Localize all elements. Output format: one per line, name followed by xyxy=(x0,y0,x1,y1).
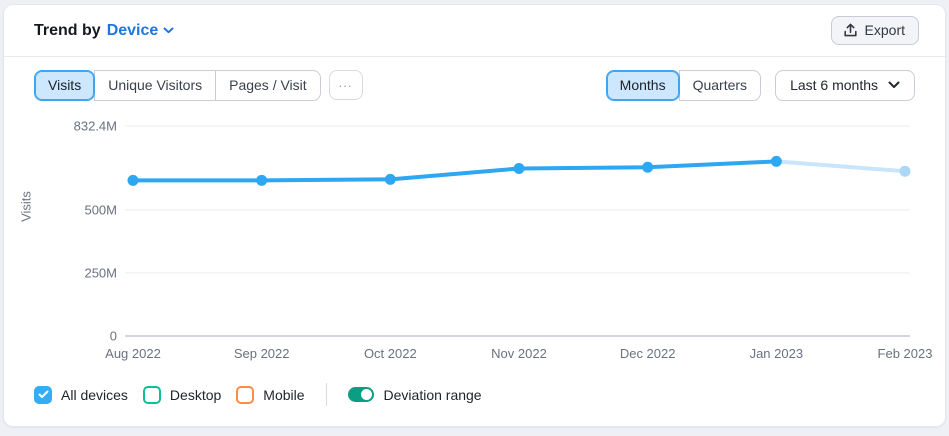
device-selector-button[interactable]: Device xyxy=(107,22,175,40)
device-selector-label: Device xyxy=(106,21,159,39)
y-tick-label: 500M xyxy=(84,202,117,217)
data-point xyxy=(256,174,268,186)
trend-line-partial xyxy=(774,159,907,174)
checkbox-checked-icon xyxy=(34,385,52,404)
legend-label: Desktop xyxy=(169,386,222,403)
legend-checkbox-desktop[interactable]: Desktop xyxy=(142,385,222,404)
tab-quarters[interactable]: Quarters xyxy=(678,70,762,101)
y-tick-label: 250M xyxy=(84,265,117,280)
deviation-range-toggle[interactable]: Deviation range xyxy=(347,386,482,403)
x-tick-label: Oct 2022 xyxy=(364,346,417,361)
export-icon xyxy=(843,23,857,36)
tab-visits[interactable]: Visits xyxy=(34,70,96,101)
x-tick-label: Feb 2023 xyxy=(878,346,933,361)
toggle-knob xyxy=(360,389,372,400)
chart-legend: All devices Desktop Mobile Deviation ran… xyxy=(4,369,945,406)
x-tick-label: Aug 2022 xyxy=(105,346,161,361)
legend-checkbox-all-devices[interactable]: All devices xyxy=(34,385,128,404)
data-point xyxy=(384,173,396,185)
data-point-partial xyxy=(899,165,911,177)
data-point xyxy=(642,161,654,173)
x-tick-label: Jan 2023 xyxy=(750,346,804,361)
date-range-select[interactable]: Last 6 months xyxy=(775,70,915,101)
data-point xyxy=(513,162,525,174)
panel-header: Trend by Device Export xyxy=(4,5,945,57)
toggle-label: Deviation range xyxy=(383,386,482,403)
chevron-down-icon xyxy=(163,27,174,34)
export-button[interactable]: Export xyxy=(830,16,919,45)
metric-tabs: Visits Unique Visitors Pages / Visit xyxy=(34,70,321,101)
tab-unique-visitors[interactable]: Unique Visitors xyxy=(94,70,217,101)
y-tick-label: 0 xyxy=(110,329,117,344)
legend-divider xyxy=(325,383,327,406)
trend-line-chart[interactable]: 832.4M 500M 250M 0 Aug 2022 Sep 2022 Oct 2022 N… xyxy=(34,115,940,369)
y-axis-title: Visits xyxy=(18,191,34,222)
panel-title: Trend by Device xyxy=(34,22,174,40)
data-point xyxy=(770,155,782,167)
toggle-on-icon xyxy=(347,387,374,402)
title-prefix: Trend by xyxy=(34,21,101,39)
export-label: Export xyxy=(864,22,905,38)
checkbox-unchecked-icon xyxy=(236,385,255,404)
x-tick-label: Nov 2022 xyxy=(491,346,547,361)
check-icon xyxy=(38,390,48,398)
period-tabs: Months Quarters xyxy=(605,70,762,101)
legend-label: All devices xyxy=(61,386,128,403)
legend-label: Mobile xyxy=(263,386,305,403)
legend-checkbox-mobile[interactable]: Mobile xyxy=(236,385,305,404)
tab-months[interactable]: Months xyxy=(605,70,680,101)
x-tick-label: Sep 2022 xyxy=(234,346,290,361)
trend-line xyxy=(131,159,779,183)
y-tick-label: 832.4M xyxy=(74,119,117,134)
tab-pages-per-visit[interactable]: Pages / Visit xyxy=(215,70,321,101)
trend-by-device-panel: Trend by Device Export Visits Unique Vis… xyxy=(3,4,946,427)
chevron-down-icon xyxy=(888,81,900,88)
data-point xyxy=(127,174,139,186)
metric-tabs-more-button[interactable]: ... xyxy=(328,70,363,100)
checkbox-unchecked-icon xyxy=(142,385,161,404)
chart-area: Visits 832.4M 500M 250M 0 Aug 2022 Sep 2022 Oc… xyxy=(4,103,945,369)
date-range-value: Last 6 months xyxy=(790,77,878,93)
right-controls: Months Quarters Last 6 months xyxy=(605,70,915,101)
x-tick-label: Dec 2022 xyxy=(620,346,676,361)
controls-row: Visits Unique Visitors Pages / Visit ...… xyxy=(4,57,945,103)
